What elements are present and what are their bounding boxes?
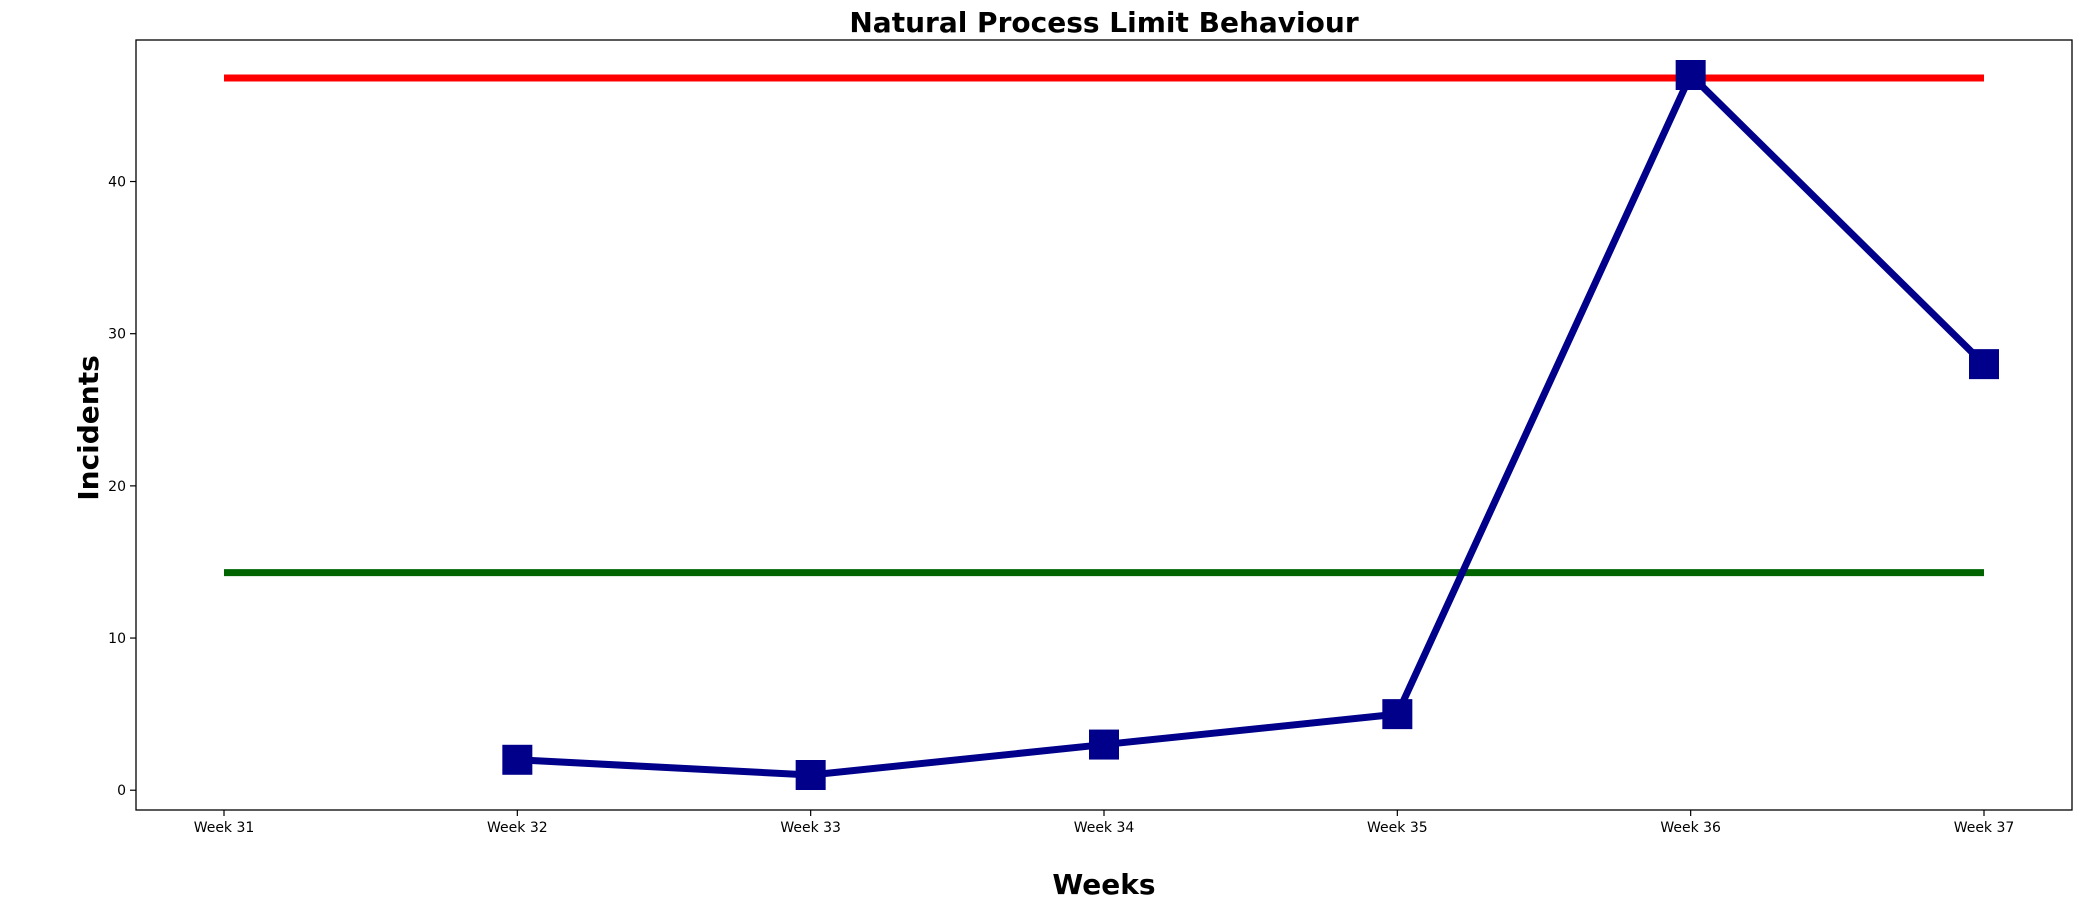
y-axis-label: Incidents bbox=[72, 355, 105, 501]
y-tick-label: 0 bbox=[117, 783, 126, 799]
reference-lines bbox=[224, 74, 1984, 577]
data-point-week-33 bbox=[795, 760, 826, 790]
data-markers bbox=[502, 60, 1999, 790]
y-tick-label: 20 bbox=[108, 479, 126, 495]
data-point-week-35 bbox=[1382, 699, 1413, 730]
plot-area-frame bbox=[135, 39, 2073, 811]
x-tick-label: Week 34 bbox=[1074, 820, 1135, 836]
series-line-0 bbox=[517, 71, 1987, 779]
y-tick-label: 40 bbox=[108, 175, 126, 191]
data-point-week-37 bbox=[1969, 349, 1999, 380]
data-point-week-34 bbox=[1089, 729, 1119, 760]
x-tick-label: Week 35 bbox=[1367, 820, 1428, 836]
chart-title: Natural Process Limit Behaviour bbox=[849, 6, 1358, 39]
y-tick-label: 10 bbox=[108, 631, 126, 647]
x-tick-label: Week 36 bbox=[1660, 820, 1721, 836]
x-tick-label: Week 31 bbox=[194, 820, 255, 836]
data-point-week-36 bbox=[1675, 60, 1706, 90]
x-axis-ticks: Week 31 Week 32 Week 33 Week 34 Week 35 Week … bbox=[194, 810, 2015, 836]
y-axis-ticks: 0 10 20 30 40 bbox=[108, 175, 136, 799]
data-point-week-32 bbox=[502, 744, 533, 775]
series-lines bbox=[517, 71, 1987, 779]
x-axis-label: Weeks bbox=[1052, 868, 1155, 901]
x-tick-label: Week 37 bbox=[1954, 820, 2015, 836]
x-tick-label: Week 33 bbox=[780, 820, 841, 836]
x-tick-label: Week 32 bbox=[487, 820, 548, 836]
y-tick-label: 30 bbox=[108, 327, 126, 343]
